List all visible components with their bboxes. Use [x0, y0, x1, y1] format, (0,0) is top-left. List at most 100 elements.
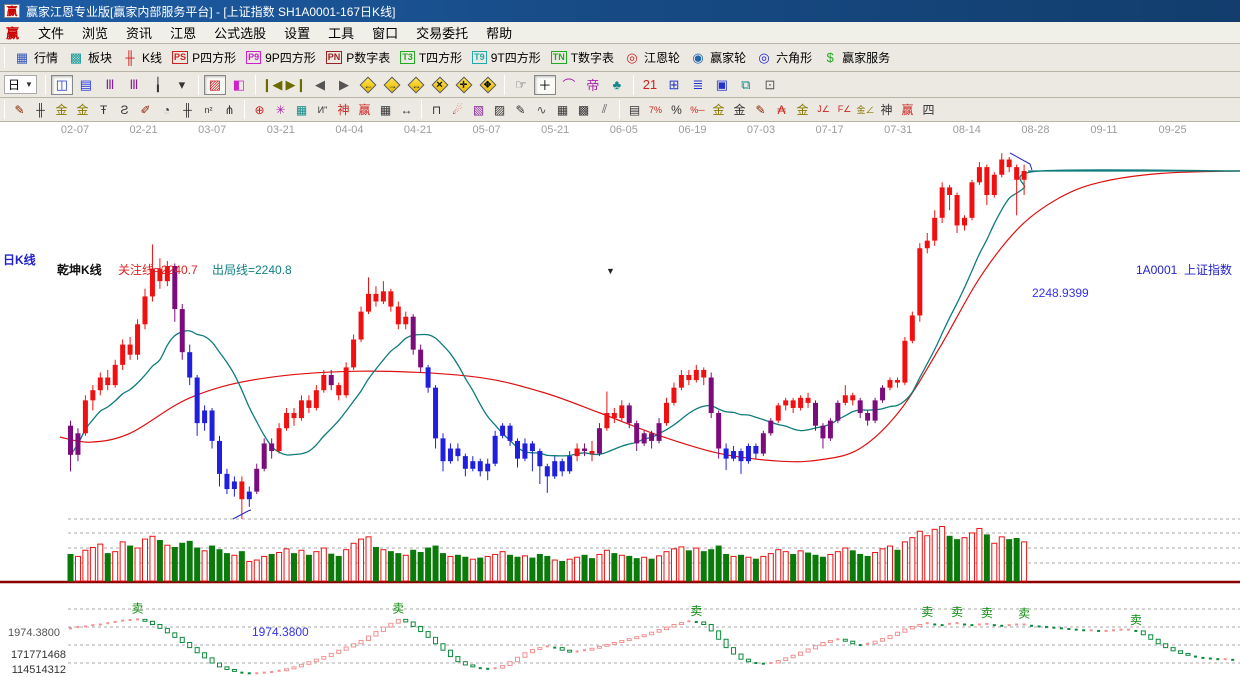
- brush-tool-icon[interactable]: ✎: [14, 102, 25, 117]
- shen-fence-icon[interactable]: 神: [337, 103, 350, 117]
- target-cross-icon[interactable]: ⊕: [254, 102, 265, 117]
- clock-cycle-icon[interactable]: ◔: [162, 102, 171, 117]
- box-fan-icon[interactable]: ▧: [472, 102, 485, 117]
- chart-area[interactable]: 02-07 02-21 03-07 03-21 04-04 04-21 05-07 05-21…: [0, 122, 1240, 677]
- next-icon[interactable]: ▶: [338, 76, 349, 92]
- gold-rail-icon[interactable]: 金: [796, 103, 809, 117]
- prev-icon[interactable]: ◀: [314, 76, 325, 92]
- p-square-icon[interactable]: PS P四方形: [167, 47, 241, 68]
- winner-service-icon[interactable]: $ 赢家服务: [817, 47, 895, 68]
- red-pattern-icon[interactable]: ▨: [203, 74, 226, 95]
- pct-line-icon[interactable]: %─: [690, 104, 705, 115]
- save-icon[interactable]: ▣: [715, 76, 729, 92]
- emperor-tool-icon[interactable]: 帝: [586, 78, 600, 93]
- j-angle-icon[interactable]: J∠: [817, 104, 830, 114]
- menu-item-7[interactable]: 窗口: [372, 26, 399, 41]
- box-lines-icon[interactable]: ▨: [493, 102, 506, 117]
- fence-tool-icon[interactable]: ╫: [36, 102, 45, 117]
- grid-net-icon[interactable]: ▦: [295, 102, 308, 117]
- wave-mark-icon[interactable]: Иʺ: [317, 104, 328, 115]
- sector-blocks-icon[interactable]: ▩ 板块: [63, 47, 117, 68]
- menu-item-5[interactable]: 设置: [284, 26, 311, 41]
- diamond-right-icon[interactable]: →: [381, 75, 403, 95]
- gold-circle-icon[interactable]: 金: [712, 103, 725, 117]
- chart-canvas[interactable]: 02-07 02-21 03-07 03-21 04-04 04-21 05-07 05-21…: [0, 122, 1240, 677]
- spiral-icon[interactable]: ✳: [275, 102, 286, 117]
- quote-list-icon[interactable]: ▤: [79, 76, 93, 92]
- t-square-icon[interactable]: T3 T四方形: [395, 47, 467, 68]
- gold-fence-2-icon[interactable]: 金: [76, 103, 89, 117]
- diamond-x-icon[interactable]: ✕: [429, 75, 451, 95]
- pattern-icon[interactable]: ◫: [50, 74, 73, 95]
- calculator-icon[interactable]: ⊞: [668, 76, 680, 92]
- diamond-cross-icon[interactable]: ✛: [453, 75, 475, 95]
- menu-item-9[interactable]: 帮助: [486, 26, 513, 41]
- menu-item-3[interactable]: 江恩: [170, 26, 197, 41]
- fan-lines-icon[interactable]: ☄: [452, 102, 463, 117]
- angle-ruler-icon[interactable]: ⋔: [224, 102, 235, 117]
- zigzag-icon[interactable]: ∿: [536, 102, 547, 117]
- nine-p-square-icon[interactable]: P9 9P四方形: [241, 47, 321, 68]
- bars-9-icon[interactable]: Ⅲ: [129, 76, 139, 92]
- grid-b-icon[interactable]: ▩: [577, 102, 590, 117]
- n-square-icon[interactable]: n²: [204, 104, 213, 115]
- menu-item-6[interactable]: 工具: [328, 26, 355, 41]
- grid-123-icon[interactable]: ▦: [379, 102, 392, 117]
- histogram-icon[interactable]: ◧: [232, 76, 246, 92]
- menu-item-2[interactable]: 资讯: [126, 26, 153, 41]
- four-line-icon[interactable]: 四: [922, 103, 935, 117]
- menu-item-1[interactable]: 浏览: [82, 26, 109, 41]
- grid-a-icon[interactable]: ▦: [556, 102, 569, 117]
- gold-fence-1-icon[interactable]: 金: [55, 103, 68, 117]
- ink-brush-icon[interactable]: ✎: [755, 102, 766, 117]
- calendar-icon[interactable]: 21: [642, 77, 658, 92]
- candle-style-arrow-icon[interactable]: ▾: [178, 76, 186, 92]
- parallel-icon[interactable]: ⫽: [601, 102, 608, 116]
- f-fence-icon[interactable]: Ŧ: [99, 102, 108, 117]
- menu-item-8[interactable]: 交易委托: [416, 26, 469, 41]
- gann-wheel-icon[interactable]: ◎ 江恩轮: [619, 47, 685, 68]
- diamond-lr-icon[interactable]: ↔: [405, 75, 427, 95]
- skip-last-icon[interactable]: ▶❙: [285, 76, 307, 92]
- menu-item-0[interactable]: 文件: [38, 26, 65, 41]
- f-angle-icon[interactable]: F∠: [837, 104, 852, 114]
- gold-line-icon[interactable]: 金: [733, 103, 746, 117]
- symbol-label[interactable]: 1A0001 上证指数: [1136, 261, 1232, 278]
- skip-first-icon[interactable]: ❙◀: [261, 76, 283, 92]
- kline-icon[interactable]: ╫ K线: [117, 47, 167, 68]
- pen-tool-icon[interactable]: ✐: [140, 102, 151, 117]
- overlay-name-label[interactable]: 乾坤K线: [57, 263, 102, 277]
- network-icon[interactable]: ⧉: [741, 76, 751, 92]
- seven-pct-icon[interactable]: 7%: [648, 104, 662, 115]
- gate-tool-icon[interactable]: ⊓: [431, 102, 442, 117]
- period-selector[interactable]: 日 ▼: [4, 75, 37, 94]
- shen-line-icon[interactable]: 神: [880, 103, 893, 117]
- bars-3-icon[interactable]: Ⅲ: [105, 76, 115, 92]
- h-span-icon[interactable]: ↔: [400, 102, 413, 117]
- diamond-all-icon[interactable]: ✥: [477, 75, 499, 95]
- stat-pct-icon[interactable]: ▤: [628, 102, 641, 117]
- ruler-fence-icon[interactable]: ╫: [183, 102, 192, 117]
- candle-style-icon[interactable]: ╽: [154, 76, 162, 92]
- nine-t-square-icon[interactable]: T9 9T四方形: [467, 47, 546, 68]
- knot-tool-icon[interactable]: ♣: [612, 77, 622, 92]
- menu-item-4[interactable]: 公式选股: [214, 26, 267, 41]
- gold-angle-icon[interactable]: 金∠: [856, 105, 875, 115]
- double-a-icon[interactable]: ₳: [777, 102, 786, 117]
- hexagon-icon[interactable]: ◎ 六角形: [751, 47, 817, 68]
- crosshair-icon[interactable]: ＋: [533, 74, 556, 95]
- win-line-icon[interactable]: 赢: [901, 103, 914, 117]
- winner-wheel-icon[interactable]: ◉ 赢家轮: [685, 47, 751, 68]
- market-grid-icon[interactable]: ▦ 行情: [9, 47, 63, 68]
- remote-pc-icon[interactable]: ⊡: [764, 76, 776, 92]
- bow-tool-icon[interactable]: Ƨ: [120, 102, 129, 117]
- p-number-table-icon[interactable]: PN P数字表: [321, 47, 396, 68]
- win-fence-icon[interactable]: 赢: [358, 103, 371, 117]
- hand-icon[interactable]: ☞: [515, 76, 527, 92]
- t-number-table-icon[interactable]: TN T数字表: [546, 47, 619, 68]
- trend-pen-icon[interactable]: ✎: [515, 102, 526, 117]
- diamond-left-icon[interactable]: ←: [357, 75, 379, 95]
- angle-tool-icon[interactable]: ⌒: [562, 78, 576, 93]
- notes-icon[interactable]: ≣: [692, 76, 704, 92]
- pct-icon[interactable]: %: [671, 102, 682, 117]
